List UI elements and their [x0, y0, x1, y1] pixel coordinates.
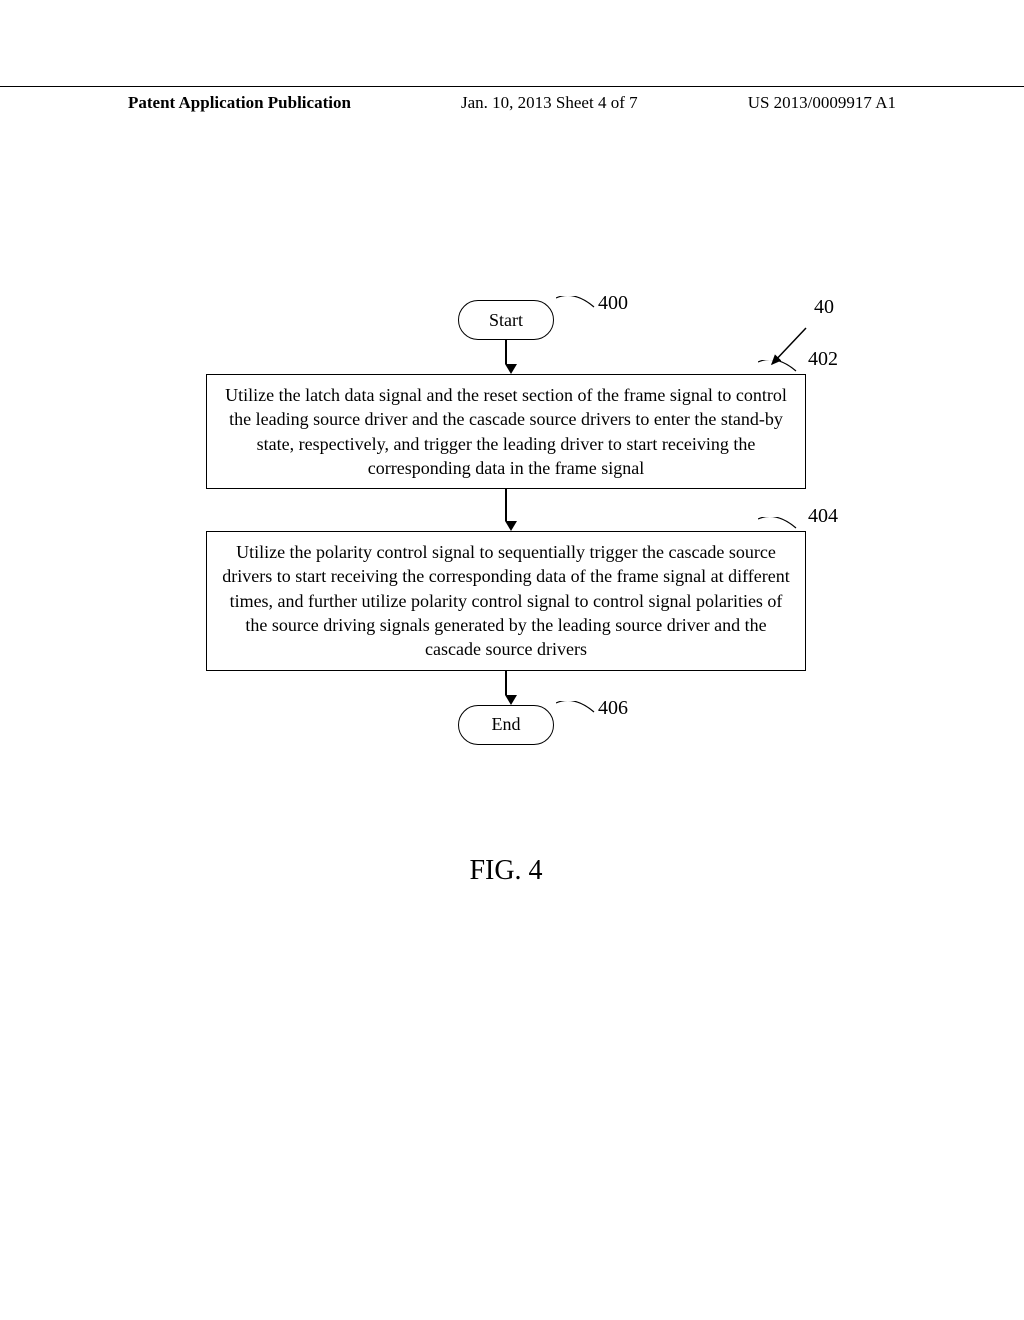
header-right: US 2013/0009917 A1	[748, 93, 896, 113]
ref-curve-402	[758, 360, 802, 383]
flowchart-40: 40 Start 400 402 Utilize the la	[206, 300, 806, 887]
ref-label-404: 404	[808, 505, 838, 528]
ref-label-40: 40	[814, 296, 834, 319]
edge-402-404	[505, 489, 507, 531]
process-404: Utilize the polarity control signal to s…	[206, 531, 806, 670]
process-402: Utilize the latch data signal and the re…	[206, 374, 806, 489]
node-end-row: End 406	[206, 705, 806, 745]
edge-400-402	[505, 340, 507, 374]
terminator-start: Start	[458, 300, 554, 340]
node-404-row: 404 Utilize the polarity control signal …	[206, 531, 806, 670]
ref-label-400: 400	[598, 292, 628, 315]
header-row: Patent Application Publication Jan. 10, …	[0, 93, 1024, 113]
node-402-row: 402 Utilize the latch data signal and th…	[206, 374, 806, 489]
header-center: Jan. 10, 2013 Sheet 4 of 7	[461, 93, 638, 113]
figure-caption: FIG. 4	[206, 855, 806, 887]
ref-label-406: 406	[598, 697, 628, 720]
ref-curve-406	[556, 701, 600, 724]
node-start-row: Start 400	[206, 300, 806, 340]
edge-404-406	[505, 671, 507, 705]
ref-label-402: 402	[808, 348, 838, 371]
ref-400-wrap	[556, 296, 600, 314]
header-left: Patent Application Publication	[128, 93, 351, 113]
ref-curve-400	[556, 296, 600, 314]
terminator-end: End	[458, 705, 554, 745]
ref-curve-404	[758, 517, 802, 540]
page-header: Patent Application Publication Jan. 10, …	[0, 86, 1024, 113]
